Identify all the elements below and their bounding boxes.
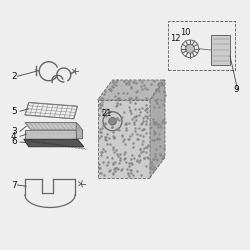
Text: 4: 4 <box>11 132 16 141</box>
Bar <box>211 35 230 65</box>
Text: 6: 6 <box>11 138 16 146</box>
Polygon shape <box>76 122 82 139</box>
Text: 12: 12 <box>170 34 180 43</box>
Text: 9: 9 <box>234 86 239 94</box>
Text: 5: 5 <box>11 107 16 116</box>
Polygon shape <box>98 80 165 100</box>
Text: 21: 21 <box>101 108 112 118</box>
Circle shape <box>109 118 116 125</box>
Bar <box>168 21 235 70</box>
Polygon shape <box>25 122 82 130</box>
Text: 7: 7 <box>11 180 16 190</box>
Text: 2: 2 <box>11 72 16 81</box>
Polygon shape <box>98 100 150 178</box>
Polygon shape <box>25 130 76 139</box>
Text: 3: 3 <box>11 127 16 136</box>
Text: 10: 10 <box>180 28 190 37</box>
Circle shape <box>186 44 194 53</box>
Polygon shape <box>150 80 165 178</box>
Polygon shape <box>24 139 84 147</box>
